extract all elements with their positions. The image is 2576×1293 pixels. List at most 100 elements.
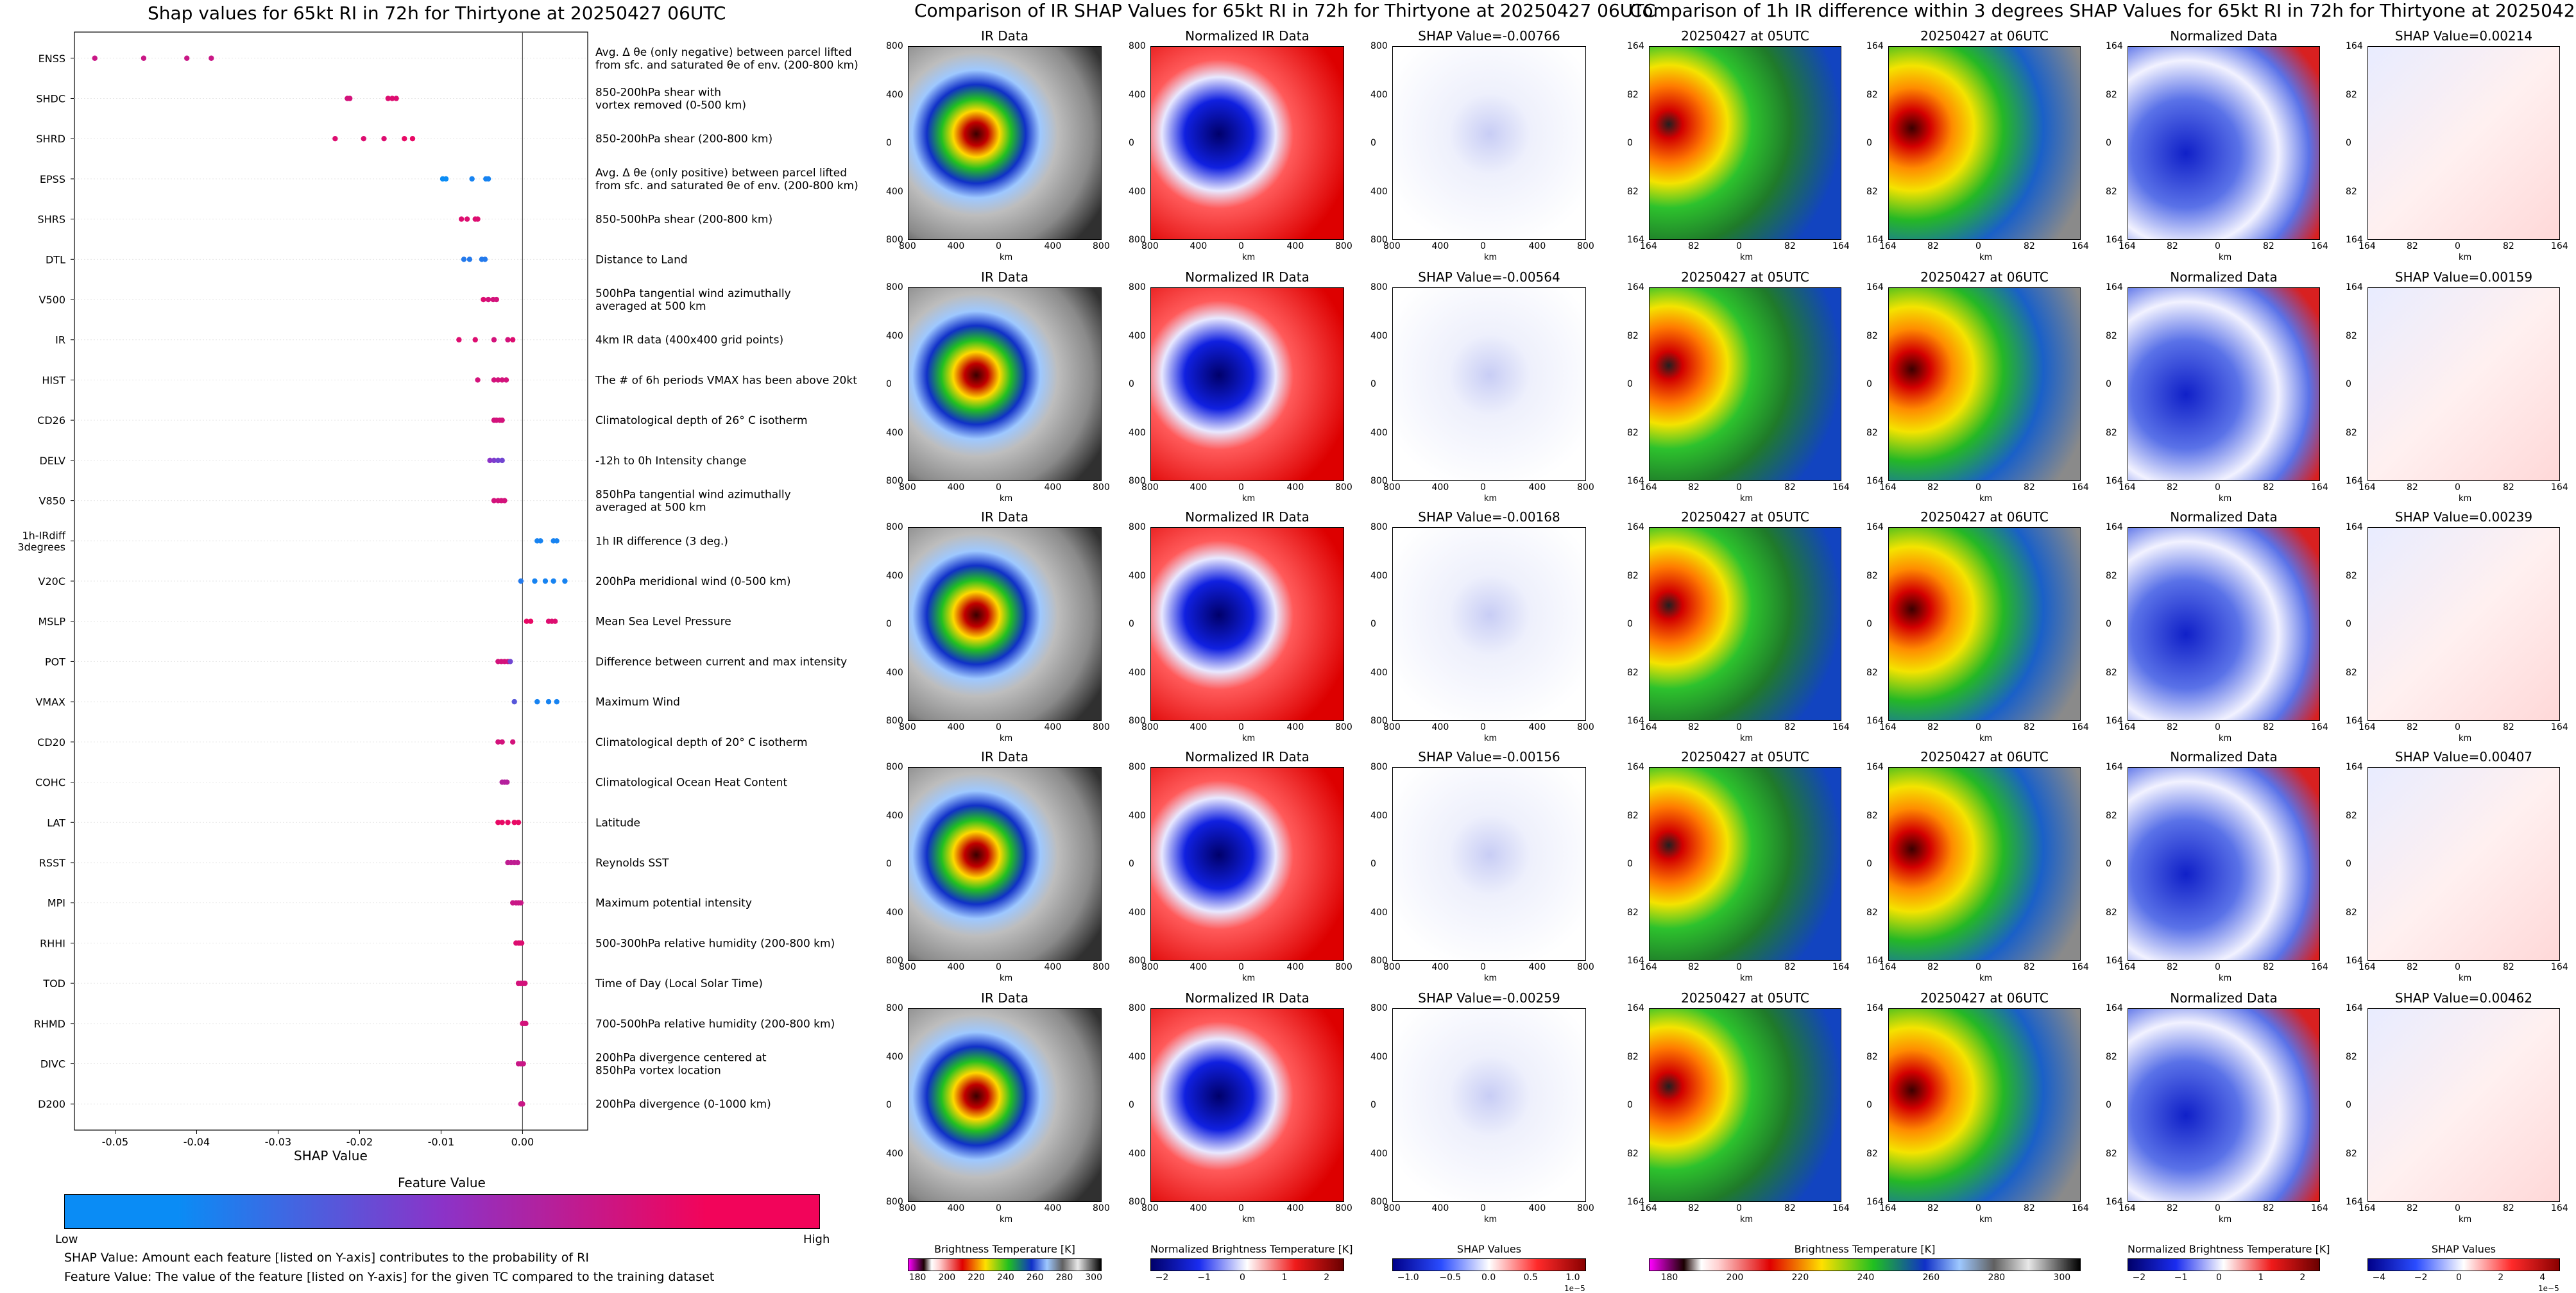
shap-point bbox=[499, 377, 505, 383]
feature-description-label: -12h to 0h Intensity change bbox=[595, 455, 746, 468]
feature-name-label: V850 bbox=[39, 495, 65, 507]
ir-shap-y-tick: 800 bbox=[1370, 956, 1388, 966]
ir-shap-y-tick: 800 bbox=[1370, 476, 1388, 486]
diff-normalized-y-tick: 82 bbox=[2106, 810, 2117, 821]
diff-normalized-y-tick: 164 bbox=[2106, 1197, 2123, 1207]
diff-06utc-panel-title: 20250427 at 06UTC bbox=[1920, 990, 2049, 1006]
diff-05utc-x-tick: 164 bbox=[1832, 241, 1850, 251]
shap-point bbox=[381, 135, 387, 142]
diff-normalized-x-tick: 82 bbox=[2167, 722, 2178, 732]
diff-06utc-x-tick: 82 bbox=[1927, 722, 1939, 732]
ir-normalized-y-tick: 800 bbox=[1129, 41, 1146, 51]
ir-normalized-image-panel bbox=[1150, 527, 1344, 721]
diff-05utc-x-tick: 82 bbox=[1784, 482, 1796, 493]
diff-shap-y-tick: 82 bbox=[2346, 570, 2357, 581]
diff-normalized-x-tick: 164 bbox=[2311, 1203, 2328, 1213]
shap-point bbox=[502, 498, 508, 503]
ir-data-x-tick: 400 bbox=[1044, 241, 1062, 251]
diff-06utc-y-tick: 82 bbox=[1866, 1051, 1878, 1062]
ir-shap-x-tick: 800 bbox=[1577, 722, 1594, 732]
ir-data-y-tick: 400 bbox=[886, 570, 903, 581]
shap-point bbox=[464, 216, 470, 222]
ir-shap-x-tick: 800 bbox=[1383, 482, 1401, 493]
ir-section-colorbar-tick: −0.5 bbox=[1439, 1272, 1462, 1283]
diff-shap-x-tick: 164 bbox=[2551, 1203, 2568, 1213]
ir-shap-y-tick: 800 bbox=[1370, 235, 1388, 245]
shap-point bbox=[491, 457, 497, 464]
shap-point bbox=[495, 377, 501, 383]
diff-section-colorbar-tick: −2 bbox=[2414, 1272, 2428, 1283]
feature-description-label: Time of Day (Local Solar Time) bbox=[595, 977, 763, 990]
feature-name-label: D200 bbox=[38, 1098, 65, 1110]
ir-section-colorbar-tick: 280 bbox=[1055, 1272, 1073, 1283]
ir-data-y-tick: 400 bbox=[886, 330, 903, 341]
diff-05utc-x-tick: 82 bbox=[1688, 241, 1700, 251]
ir-normalized-y-tick: 800 bbox=[1129, 522, 1146, 532]
shap-point bbox=[518, 578, 524, 584]
ir-normalized-x-tick: 400 bbox=[1190, 1203, 1207, 1213]
ir-normalized-y-tick: 0 bbox=[1129, 859, 1134, 869]
ir-normalized-image-panel bbox=[1150, 1008, 1344, 1202]
ir-normalized-y-tick: 800 bbox=[1129, 716, 1146, 726]
diff-06utc-y-tick: 82 bbox=[1866, 667, 1878, 678]
diff-normalized-image-panel bbox=[2128, 527, 2320, 721]
diff-05utc-y-tick: 164 bbox=[1627, 476, 1644, 486]
diff-06utc-x-tick: 164 bbox=[2072, 241, 2089, 251]
ir-section-colorbar-label: Normalized Brightness Temperature [K] bbox=[1150, 1243, 1353, 1255]
diff-normalized-y-tick: 164 bbox=[2106, 716, 2123, 726]
feature-name-label: MSLP bbox=[38, 616, 65, 628]
diff-05utc-y-tick: 82 bbox=[1627, 570, 1639, 581]
diff-06utc-panel-title: 20250427 at 06UTC bbox=[1920, 269, 2049, 285]
ir-shap-y-tick: 400 bbox=[1370, 186, 1388, 197]
ir-normalized-panel-title: Normalized IR Data bbox=[1185, 749, 1309, 765]
diff-05utc-y-tick: 82 bbox=[1627, 1148, 1639, 1159]
shap-point bbox=[485, 296, 491, 303]
diff-05utc-y-tick: 164 bbox=[1627, 1003, 1644, 1013]
ir-data-x-tick: 800 bbox=[899, 482, 916, 493]
diff-shap-x-tick: 164 bbox=[2551, 722, 2568, 732]
ir-normalized-x-tick: 800 bbox=[1335, 1203, 1352, 1213]
feature-name-label: TOD bbox=[42, 977, 65, 990]
ir-shap-x-tick: 800 bbox=[1577, 962, 1594, 972]
diff-normalized-x-tick: 0 bbox=[2215, 722, 2221, 732]
ir-shap-x-tick: 800 bbox=[1383, 722, 1401, 732]
diff-shap-y-tick: 82 bbox=[2346, 330, 2357, 341]
ir-section-colorbar-tick: 220 bbox=[968, 1272, 985, 1283]
ir-data-x-axis-label: km bbox=[1000, 734, 1013, 743]
ir-section-colorbar-label: SHAP Values bbox=[1456, 1243, 1522, 1255]
diff-section-colorbar-tick: 260 bbox=[1922, 1272, 1940, 1283]
ir-data-x-tick: 0 bbox=[996, 962, 1002, 972]
shap-point bbox=[475, 377, 481, 383]
diff-06utc-x-tick: 82 bbox=[1927, 962, 1939, 972]
diff-06utc-x-axis-label: km bbox=[1979, 1215, 1993, 1224]
ir-data-y-tick: 400 bbox=[886, 1148, 903, 1159]
diff-05utc-y-tick: 0 bbox=[1627, 859, 1633, 869]
feature-name-label: 1h-IRdiff bbox=[22, 529, 66, 541]
shap-point bbox=[552, 618, 558, 624]
feature-description-label: Reynolds SST bbox=[595, 857, 669, 870]
ir-data-x-tick: 800 bbox=[1093, 482, 1110, 493]
ir-shap-x-tick: 0 bbox=[1480, 722, 1486, 732]
shap-point bbox=[409, 135, 416, 142]
ir-normalized-x-tick: 800 bbox=[1335, 962, 1352, 972]
ir-shap-x-tick: 400 bbox=[1528, 962, 1546, 972]
diff-normalized-y-tick: 0 bbox=[2106, 619, 2111, 629]
diff-06utc-x-tick: 82 bbox=[2024, 722, 2035, 732]
diff-05utc-y-tick: 82 bbox=[1627, 330, 1639, 341]
diff-06utc-x-tick: 164 bbox=[1879, 482, 1897, 493]
ir-shap-y-tick: 400 bbox=[1370, 667, 1388, 678]
diff-section-colorbar-tick: −1 bbox=[2174, 1272, 2188, 1283]
diff-06utc-y-tick: 82 bbox=[1866, 186, 1878, 197]
diff-05utc-x-tick: 164 bbox=[1640, 482, 1657, 493]
ir-section-colorbar-tick: 260 bbox=[1026, 1272, 1044, 1283]
ir-normalized-x-tick: 0 bbox=[1238, 241, 1244, 251]
ir-section-colorbar-tick: 1 bbox=[1281, 1272, 1288, 1283]
ir-section-colorbar-tick: 200 bbox=[938, 1272, 956, 1283]
ir-shap-panel-title: SHAP Value=-0.00168 bbox=[1418, 509, 1560, 525]
feature-description-label: Latitude bbox=[595, 816, 640, 829]
diff-normalized-x-axis-label: km bbox=[2219, 734, 2232, 743]
ir-normalized-y-tick: 400 bbox=[1129, 427, 1146, 438]
shap-point bbox=[522, 980, 528, 986]
ir-shap-x-tick: 800 bbox=[1383, 962, 1401, 972]
diff-05utc-image-panel bbox=[1649, 527, 1841, 721]
